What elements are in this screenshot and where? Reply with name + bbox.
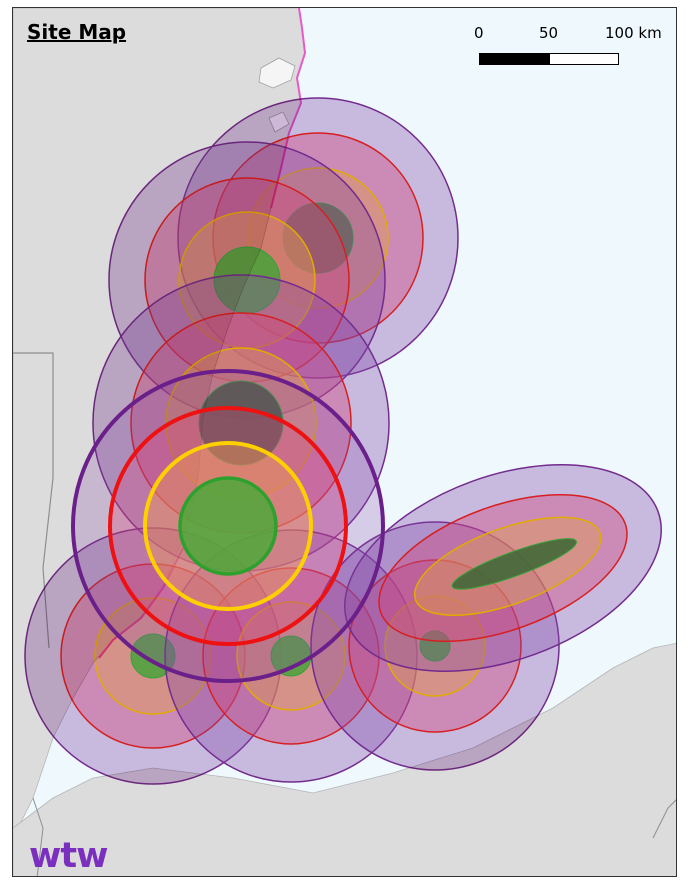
land-south bbox=[13, 642, 676, 876]
scale-label-start: 0 bbox=[474, 24, 484, 42]
scale-bar bbox=[479, 53, 619, 65]
impact-rings bbox=[24, 97, 677, 785]
country-border bbox=[652, 799, 676, 839]
country-border bbox=[32, 797, 44, 876]
map-frame: Site Map 0 50 100 km wtw bbox=[12, 7, 677, 877]
map-title: Site Map bbox=[27, 20, 127, 44]
site-central-highlighted[interactable] bbox=[71, 369, 385, 683]
scale-label-mid: 50 bbox=[539, 24, 559, 42]
scale-bar-segment bbox=[480, 54, 550, 64]
site-east-elongated[interactable] bbox=[316, 425, 677, 711]
island bbox=[258, 57, 296, 89]
wtw-logo: wtw bbox=[29, 836, 108, 876]
map-canvas[interactable] bbox=[13, 8, 677, 877]
scale-label-end: 100 km bbox=[605, 24, 662, 42]
